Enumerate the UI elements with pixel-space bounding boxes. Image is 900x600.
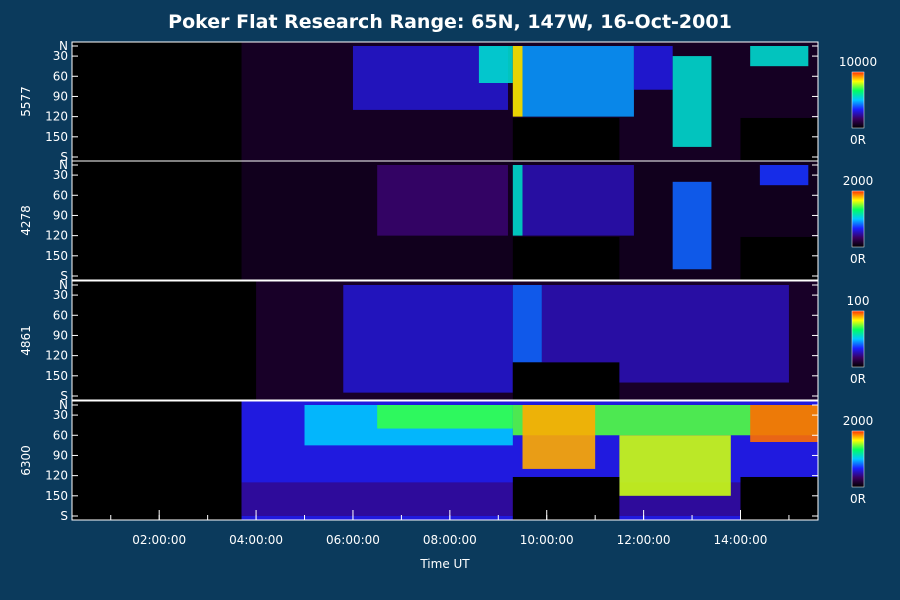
emission-feature — [512, 165, 523, 236]
emission-feature — [750, 46, 809, 67]
emission-feature — [759, 165, 809, 186]
y-tick-label: 150 — [45, 130, 68, 144]
colorbar-5577: 10000 0R — [839, 55, 877, 147]
colorbar-4278: 2000 0R — [843, 174, 874, 266]
colorbar-6300: 2000 0R — [843, 414, 874, 506]
y-tick-label: S — [60, 509, 68, 523]
emission-feature — [522, 165, 634, 236]
panel-6300: N30 60 90 120 150 S 6300 — [19, 398, 819, 523]
y-tick-label: N — [59, 158, 68, 172]
panel-label: 4278 — [19, 205, 33, 236]
y-tick-label: 60 — [53, 69, 68, 83]
emission-feature — [672, 181, 712, 270]
panel-4861: N30 60 90 120 150 S 4861 — [19, 278, 819, 403]
panel-5577: N30 60 90 120 150 S 5577 — [19, 39, 819, 164]
y-tick-label: S — [60, 269, 68, 283]
panel-label: 6300 — [19, 445, 33, 476]
y-tick-label: 60 — [53, 188, 68, 202]
panel-4278: N30 60 90 120 150 S 4278 — [19, 158, 819, 283]
y-tick-label: 150 — [45, 489, 68, 503]
y-tick-label: 150 — [45, 249, 68, 263]
x-tick-label: 04:00:00 — [229, 533, 283, 547]
y-tick-label: S — [60, 389, 68, 403]
y-tick-label: 90 — [53, 89, 68, 103]
y-tick-label: 60 — [53, 308, 68, 322]
x-tick-label: 02:00:00 — [132, 533, 186, 547]
y-tick-label: 30 — [53, 408, 68, 422]
emission-feature — [377, 165, 508, 236]
y-tick-label: N — [59, 398, 68, 412]
emission-feature — [633, 46, 673, 90]
plot-area: N306090120150S5577N306090120150S4278N306… — [19, 39, 819, 523]
emission-feature — [750, 405, 818, 442]
x-tick-label: 14:00:00 — [714, 533, 768, 547]
emission-feature — [522, 46, 634, 117]
colorbars: 10000 0R 2000 0R 100 0R 2000 0R — [839, 55, 877, 506]
panel-frame — [71, 160, 819, 281]
y-tick-label: N — [59, 278, 68, 292]
emission-feature — [377, 405, 513, 429]
colorbar-min-label: 0R — [850, 372, 866, 386]
colorbar-4861: 100 0R — [847, 294, 870, 386]
panel-label: 5577 — [19, 86, 33, 117]
colorbar-max-label: 2000 — [843, 174, 874, 188]
no-data-block — [740, 236, 818, 280]
x-axis: 02:00:00 04:00:00 06:00:00 08:00:00 10:00:00… — [110, 510, 790, 547]
colorbar-gradient — [851, 190, 865, 248]
no-data-block — [512, 117, 620, 161]
y-tick-label: 150 — [45, 369, 68, 383]
x-tick-label: 12:00:00 — [617, 533, 671, 547]
y-tick-label: 120 — [45, 229, 68, 243]
no-data-block — [512, 236, 620, 280]
chart-title: Poker Flat Research Range: 65N, 147W, 16… — [168, 11, 732, 33]
colorbar-min-label: 0R — [850, 133, 866, 147]
emission-feature — [672, 56, 712, 147]
no-data-block — [740, 476, 818, 520]
emission-feature — [522, 405, 596, 469]
colorbar-gradient — [851, 310, 865, 368]
no-data-block — [740, 117, 818, 161]
colorbar-max-label: 2000 — [843, 414, 874, 428]
x-tick-label: 10:00:00 — [520, 533, 574, 547]
colorbar-min-label: 0R — [850, 252, 866, 266]
y-tick-label: N — [59, 39, 68, 53]
x-tick-label: 08:00:00 — [423, 533, 477, 547]
colorbar-gradient — [851, 430, 865, 488]
y-tick-label: 30 — [53, 168, 68, 182]
y-tick-label: 90 — [53, 208, 68, 222]
colorbar-max-label: 100 — [847, 294, 870, 308]
y-tick-label: 60 — [53, 428, 68, 442]
emission-feature — [512, 46, 523, 117]
colorbar-gradient — [851, 71, 865, 129]
panel-label: 4861 — [19, 325, 33, 356]
y-tick-label: 30 — [53, 49, 68, 63]
y-tick-label: 120 — [45, 469, 68, 483]
colorbar-max-label: 10000 — [839, 55, 877, 69]
no-data-block — [512, 362, 620, 400]
colorbar-min-label: 0R — [850, 492, 866, 506]
emission-feature — [619, 435, 731, 496]
emission-feature — [343, 285, 513, 393]
x-tick-label: 06:00:00 — [326, 533, 380, 547]
x-axis-label: Time UT — [419, 557, 470, 571]
no-data-block — [512, 476, 620, 520]
y-tick-label: S — [60, 150, 68, 164]
y-tick-label: 120 — [45, 110, 68, 124]
y-tick-label: 90 — [53, 448, 68, 462]
y-tick-label: 120 — [45, 349, 68, 363]
panel-frame — [71, 400, 819, 521]
panel-frame — [71, 280, 819, 401]
y-tick-label: 30 — [53, 288, 68, 302]
emission-feature — [512, 285, 542, 363]
y-tick-label: 90 — [53, 328, 68, 342]
emission-feature — [478, 46, 513, 83]
